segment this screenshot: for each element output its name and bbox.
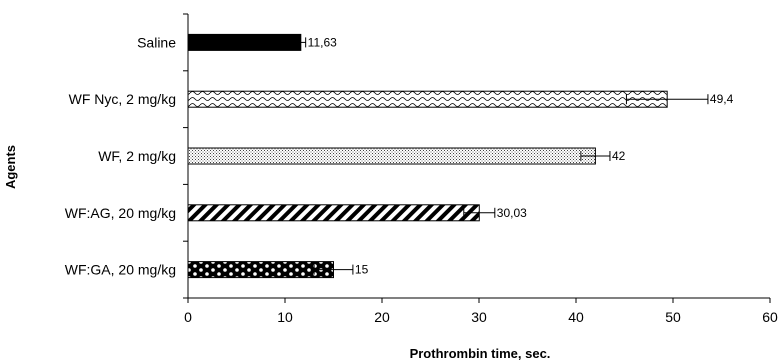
x-tick-label-2: 20 <box>374 309 390 325</box>
x-tick-label-5: 50 <box>665 309 681 325</box>
x-axis-title: Prothrombin time, sec. <box>410 346 551 361</box>
category-label-0: Saline <box>137 34 176 50</box>
labels-layer: 11,63 Saline 49,4 WF Nyc, 2 mg/kg 42 WF, 2 mg… <box>65 34 778 325</box>
category-label-2: WF, 2 mg/kg <box>98 148 176 164</box>
bar-3 <box>187 204 480 222</box>
data-label-4: 15 <box>355 263 369 277</box>
y-axis-title: Agents <box>3 145 18 189</box>
data-label-3: 30,03 <box>497 206 527 220</box>
axes-layer <box>183 13 771 303</box>
x-tick-label-0: 0 <box>184 309 192 325</box>
x-tick-label-3: 30 <box>471 309 487 325</box>
category-label-3: WF:AG, 20 mg/kg <box>65 205 176 221</box>
x-tick-label-6: 60 <box>762 309 778 325</box>
x-tick-label-4: 40 <box>568 309 584 325</box>
category-label-1: WF Nyc, 2 mg/kg <box>69 91 176 107</box>
error-bars-layer <box>295 37 709 275</box>
data-label-1: 49,4 <box>710 92 734 106</box>
category-label-4: WF:GA, 20 mg/kg <box>65 262 176 278</box>
data-label-0: 11,63 <box>308 35 337 49</box>
bar-0 <box>187 33 302 51</box>
bar-4 <box>187 261 334 279</box>
data-label-2: 42 <box>612 149 626 163</box>
bar-2 <box>187 147 596 165</box>
bar-1 <box>187 90 668 108</box>
x-tick-label-1: 10 <box>277 309 293 325</box>
